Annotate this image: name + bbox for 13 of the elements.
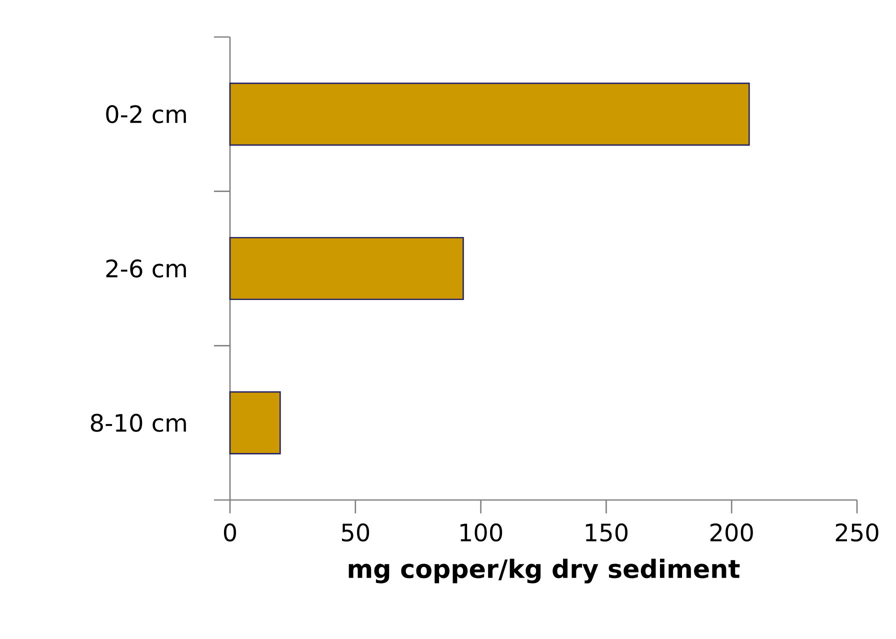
bar xyxy=(229,391,281,454)
x-tick-label: 0 xyxy=(224,523,236,542)
y-tick-label: 8-10 cm xyxy=(90,414,186,432)
y-tick-label: 0-2 cm xyxy=(106,105,186,124)
x-tick-label: 100 xyxy=(460,523,502,542)
x-tick-label: 50 xyxy=(342,523,370,542)
y-tick-label: 2-6 cm xyxy=(106,259,186,278)
x-axis-title: mg copper/kg dry sediment xyxy=(348,558,740,584)
x-tick-label: 250 xyxy=(836,523,878,542)
bar xyxy=(229,236,464,300)
bar xyxy=(229,82,750,146)
x-tick-label: 200 xyxy=(710,523,753,542)
x-tick-label: 150 xyxy=(586,523,628,542)
